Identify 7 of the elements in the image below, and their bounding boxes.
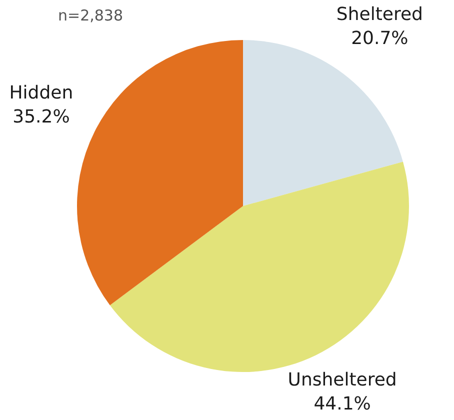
data-label: 20.7% <box>351 28 408 49</box>
slice-label: Hidden <box>9 82 74 104</box>
data-label: 44.1% <box>314 394 371 414</box>
data-label: 35.2% <box>12 106 70 128</box>
slice-label: Unsheltered <box>288 370 397 390</box>
text: n=2,838 <box>58 6 124 24</box>
slice-label: Sheltered <box>336 4 423 25</box>
